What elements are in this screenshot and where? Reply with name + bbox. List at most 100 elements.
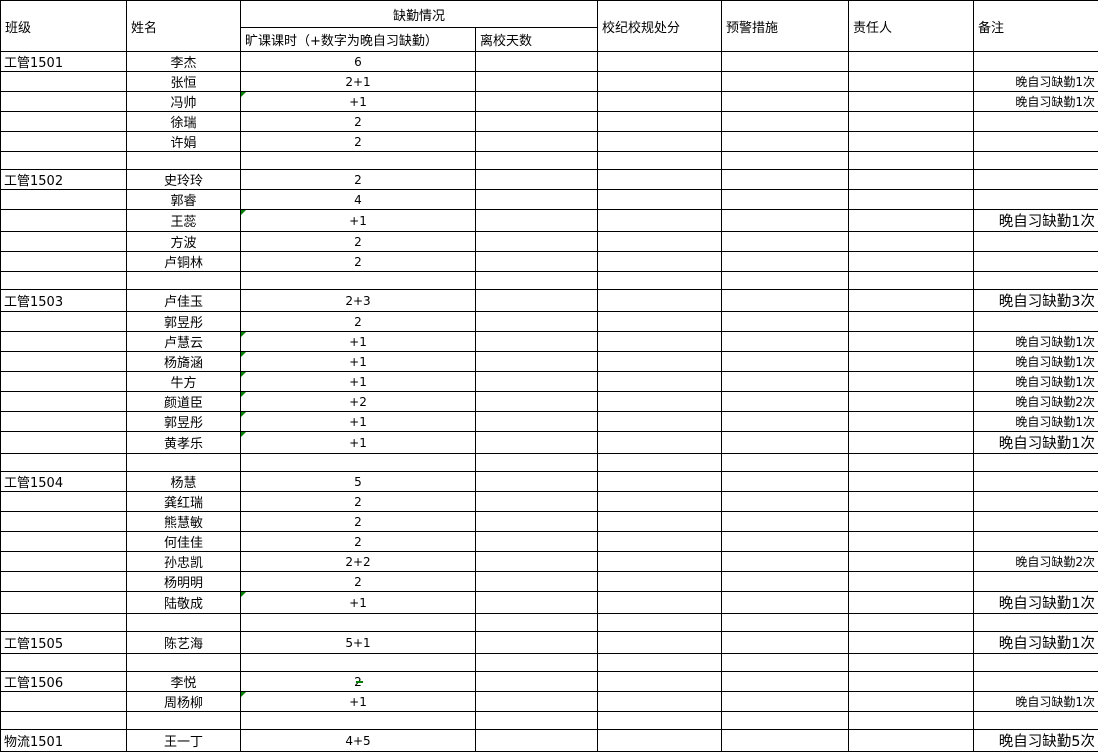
cell-class[interactable] [1, 512, 127, 532]
header-warning[interactable]: 预警措施 [722, 1, 849, 52]
cell-days-away[interactable] [476, 632, 598, 654]
cell-discipline[interactable] [598, 492, 722, 512]
cell-responsible[interactable] [849, 432, 974, 454]
cell-warning[interactable] [722, 112, 849, 132]
cell-class[interactable] [1, 252, 127, 272]
cell-remark[interactable] [974, 454, 1098, 472]
cell-responsible[interactable] [849, 170, 974, 190]
cell-warning[interactable] [722, 492, 849, 512]
cell-days-away[interactable] [476, 712, 598, 730]
cell-responsible[interactable] [849, 572, 974, 592]
cell-days-away[interactable] [476, 572, 598, 592]
cell-days-away[interactable] [476, 412, 598, 432]
cell-discipline[interactable] [598, 132, 722, 152]
cell-responsible[interactable] [849, 692, 974, 712]
cell-warning[interactable] [722, 190, 849, 210]
cell-absent-hours[interactable]: +2 [241, 392, 476, 412]
cell-responsible[interactable] [849, 352, 974, 372]
cell-warning[interactable] [722, 672, 849, 692]
cell-responsible[interactable] [849, 232, 974, 252]
header-absence-group[interactable]: 缺勤情况 [241, 1, 598, 28]
cell-days-away[interactable] [476, 532, 598, 552]
cell-days-away[interactable] [476, 170, 598, 190]
cell-name[interactable]: 陆敬成 [127, 592, 241, 614]
cell-class[interactable] [1, 532, 127, 552]
cell-remark[interactable]: 晚自习缺勤1次 [974, 372, 1098, 392]
cell-responsible[interactable] [849, 592, 974, 614]
cell-warning[interactable] [722, 132, 849, 152]
cell-warning[interactable] [722, 730, 849, 752]
cell-remark[interactable]: 晚自习缺勤1次 [974, 432, 1098, 454]
cell-class[interactable] [1, 352, 127, 372]
cell-remark[interactable]: 晚自习缺勤2次 [974, 392, 1098, 412]
header-responsible[interactable]: 责任人 [849, 1, 974, 52]
cell-class[interactable] [1, 454, 127, 472]
cell-name[interactable]: 颜道臣 [127, 392, 241, 412]
cell-remark[interactable]: 晚自习缺勤1次 [974, 72, 1098, 92]
cell-warning[interactable] [722, 712, 849, 730]
cell-responsible[interactable] [849, 372, 974, 392]
cell-discipline[interactable] [598, 210, 722, 232]
cell-discipline[interactable] [598, 332, 722, 352]
cell-warning[interactable] [722, 432, 849, 454]
cell-remark[interactable]: 晚自习缺勤3次 [974, 290, 1098, 312]
cell-name[interactable]: 徐瑞 [127, 112, 241, 132]
cell-absent-hours[interactable]: 4 [241, 190, 476, 210]
header-absent-hours[interactable]: 旷课课时（+数字为晚自习缺勤） [241, 28, 476, 52]
cell-discipline[interactable] [598, 190, 722, 210]
cell-warning[interactable] [722, 572, 849, 592]
cell-remark[interactable] [974, 532, 1098, 552]
cell-warning[interactable] [722, 392, 849, 412]
cell-responsible[interactable] [849, 412, 974, 432]
cell-absent-hours[interactable]: 2 [241, 232, 476, 252]
cell-absent-hours[interactable] [241, 614, 476, 632]
cell-absent-hours[interactable]: +1 [241, 432, 476, 454]
cell-responsible[interactable] [849, 454, 974, 472]
cell-remark[interactable]: 晚自习缺勤1次 [974, 412, 1098, 432]
cell-remark[interactable]: 晚自习缺勤1次 [974, 352, 1098, 372]
cell-responsible[interactable] [849, 92, 974, 112]
cell-responsible[interactable] [849, 52, 974, 72]
cell-absent-hours[interactable] [241, 712, 476, 730]
cell-class[interactable] [1, 210, 127, 232]
cell-discipline[interactable] [598, 592, 722, 614]
cell-remark[interactable] [974, 272, 1098, 290]
cell-name[interactable]: 史玲玲 [127, 170, 241, 190]
cell-class[interactable] [1, 272, 127, 290]
cell-remark[interactable]: 晚自习缺勤2次 [974, 552, 1098, 572]
cell-remark[interactable] [974, 112, 1098, 132]
cell-discipline[interactable] [598, 454, 722, 472]
cell-remark[interactable] [974, 512, 1098, 532]
cell-warning[interactable] [722, 170, 849, 190]
cell-absent-hours[interactable] [241, 654, 476, 672]
cell-days-away[interactable] [476, 352, 598, 372]
cell-remark[interactable] [974, 252, 1098, 272]
cell-absent-hours[interactable]: +1 [241, 352, 476, 372]
cell-name[interactable]: 郭昱彤 [127, 312, 241, 332]
cell-name[interactable]: 杨旖涵 [127, 352, 241, 372]
cell-name[interactable]: 卢铜林 [127, 252, 241, 272]
cell-remark[interactable] [974, 52, 1098, 72]
cell-discipline[interactable] [598, 52, 722, 72]
cell-name[interactable]: 龚红瑞 [127, 492, 241, 512]
cell-absent-hours[interactable]: +1 [241, 412, 476, 432]
cell-name[interactable]: 周杨柳 [127, 692, 241, 712]
cell-responsible[interactable] [849, 312, 974, 332]
cell-discipline[interactable] [598, 712, 722, 730]
cell-discipline[interactable] [598, 312, 722, 332]
cell-class[interactable] [1, 492, 127, 512]
cell-warning[interactable] [722, 290, 849, 312]
cell-responsible[interactable] [849, 614, 974, 632]
cell-name[interactable]: 牛方 [127, 372, 241, 392]
header-discipline[interactable]: 校纪校规处分 [598, 1, 722, 52]
cell-class[interactable] [1, 712, 127, 730]
cell-days-away[interactable] [476, 614, 598, 632]
cell-absent-hours[interactable]: 2 [241, 170, 476, 190]
cell-absent-hours[interactable]: 5 [241, 472, 476, 492]
cell-responsible[interactable] [849, 552, 974, 572]
cell-remark[interactable] [974, 672, 1098, 692]
cell-name[interactable]: 李悦 [127, 672, 241, 692]
cell-class[interactable] [1, 392, 127, 412]
cell-remark[interactable] [974, 132, 1098, 152]
cell-discipline[interactable] [598, 232, 722, 252]
